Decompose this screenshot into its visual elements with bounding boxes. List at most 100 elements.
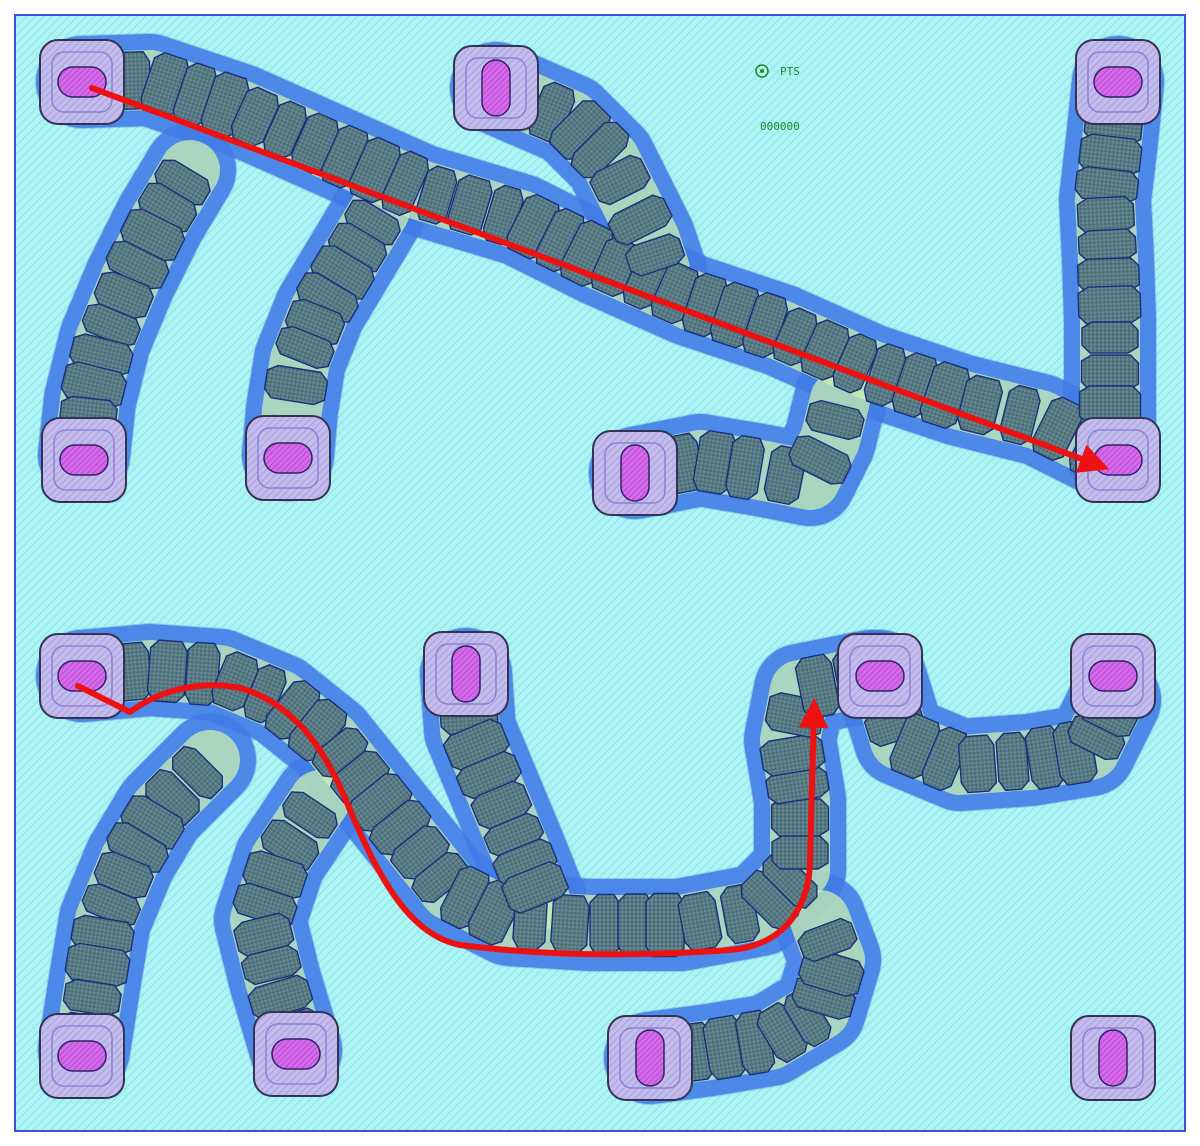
- cell: [995, 731, 1030, 792]
- pad-contact: [481, 59, 511, 117]
- cell-body: [1074, 165, 1140, 205]
- cell-body: [81, 303, 142, 347]
- cell-body: [589, 893, 621, 957]
- cell-body: [995, 731, 1030, 792]
- cell-body: [62, 978, 122, 1017]
- cell: [296, 272, 359, 323]
- pad-contact: [57, 1040, 107, 1072]
- cell-body: [263, 364, 329, 406]
- cell: [832, 332, 878, 394]
- cell-body: [645, 892, 685, 958]
- pad-layer: [39, 39, 1161, 1101]
- cell: [550, 894, 590, 954]
- cell: [145, 768, 200, 827]
- cell-body: [1076, 195, 1136, 235]
- straight-path-arrow: [89, 85, 1110, 473]
- cell-body: [230, 86, 280, 147]
- cell-body: [770, 798, 830, 837]
- cell-body: [677, 890, 723, 952]
- cell: [797, 917, 858, 963]
- cell-body: [788, 435, 852, 485]
- cell-body: [500, 861, 570, 914]
- pad-contact: [1093, 444, 1143, 476]
- cell-body: [275, 325, 335, 370]
- cell-body: [411, 851, 469, 904]
- pad-ring: [849, 645, 911, 707]
- cell: [805, 399, 865, 441]
- pad-contact: [451, 645, 481, 703]
- pad-ring: [1082, 645, 1144, 707]
- cell-body: [106, 822, 169, 873]
- cell: [589, 893, 621, 957]
- cell: [1081, 321, 1139, 354]
- cell: [1077, 228, 1137, 262]
- cell: [275, 325, 335, 370]
- cell: [172, 745, 223, 800]
- pad-ring: [604, 442, 666, 504]
- cell-body: [64, 942, 131, 988]
- cell-body: [296, 272, 359, 323]
- pad-contact: [620, 444, 650, 502]
- pad-ring: [1082, 1027, 1144, 1089]
- cell: [455, 750, 523, 800]
- pad-contact: [1088, 660, 1138, 692]
- cell-body: [550, 894, 590, 954]
- pad-ring: [1087, 51, 1149, 113]
- cell: [263, 100, 307, 160]
- pad-contact: [635, 1029, 665, 1087]
- cell: [725, 434, 765, 501]
- cell: [1080, 354, 1140, 391]
- cell-body: [624, 233, 686, 277]
- cell-body: [1077, 228, 1137, 262]
- cell-body: [797, 917, 858, 963]
- pad-ring: [465, 57, 527, 119]
- cell: [677, 890, 723, 952]
- pad-ring: [51, 51, 113, 113]
- cell-body: [921, 726, 969, 792]
- cell-body: [725, 434, 765, 501]
- cell: [81, 883, 142, 927]
- pad-contact: [1098, 1029, 1128, 1087]
- pad-contact: [59, 444, 109, 476]
- cell-body: [260, 819, 320, 871]
- pad-contact: [1093, 66, 1143, 98]
- id-label: 000000: [760, 120, 800, 133]
- cell: [263, 364, 329, 406]
- cell-body: [1080, 354, 1140, 391]
- cell: [93, 851, 155, 899]
- cell: [64, 942, 131, 988]
- marker-label: PTS: [780, 65, 800, 78]
- cell-body: [105, 240, 170, 290]
- cell-body: [805, 399, 865, 441]
- cell: [411, 851, 469, 904]
- curved-path-arrow: [75, 682, 829, 958]
- pad-ring: [53, 429, 115, 491]
- cell: [500, 861, 570, 914]
- cell-body: [240, 944, 302, 986]
- pad-ring: [51, 645, 113, 707]
- marker-icon: [755, 64, 769, 78]
- cell: [770, 798, 830, 837]
- pad-ring: [257, 427, 319, 489]
- cell: [106, 822, 169, 873]
- cell: [260, 819, 320, 871]
- cell: [1077, 285, 1142, 325]
- cell: [1074, 165, 1140, 205]
- cell-body: [589, 154, 651, 206]
- cell: [240, 944, 302, 986]
- cell-body: [607, 194, 673, 246]
- cell: [81, 303, 142, 347]
- cell-body: [93, 271, 155, 319]
- cell: [282, 791, 338, 839]
- cell-body: [832, 332, 878, 394]
- pad-ring: [619, 1027, 681, 1089]
- cell: [93, 271, 155, 319]
- cell-body: [1081, 321, 1139, 354]
- cell: [607, 194, 673, 246]
- cell: [921, 726, 969, 792]
- cell-body: [282, 791, 338, 839]
- pad-ring: [51, 1025, 113, 1087]
- cell: [211, 651, 259, 712]
- cell: [105, 240, 170, 290]
- cell: [1076, 195, 1136, 235]
